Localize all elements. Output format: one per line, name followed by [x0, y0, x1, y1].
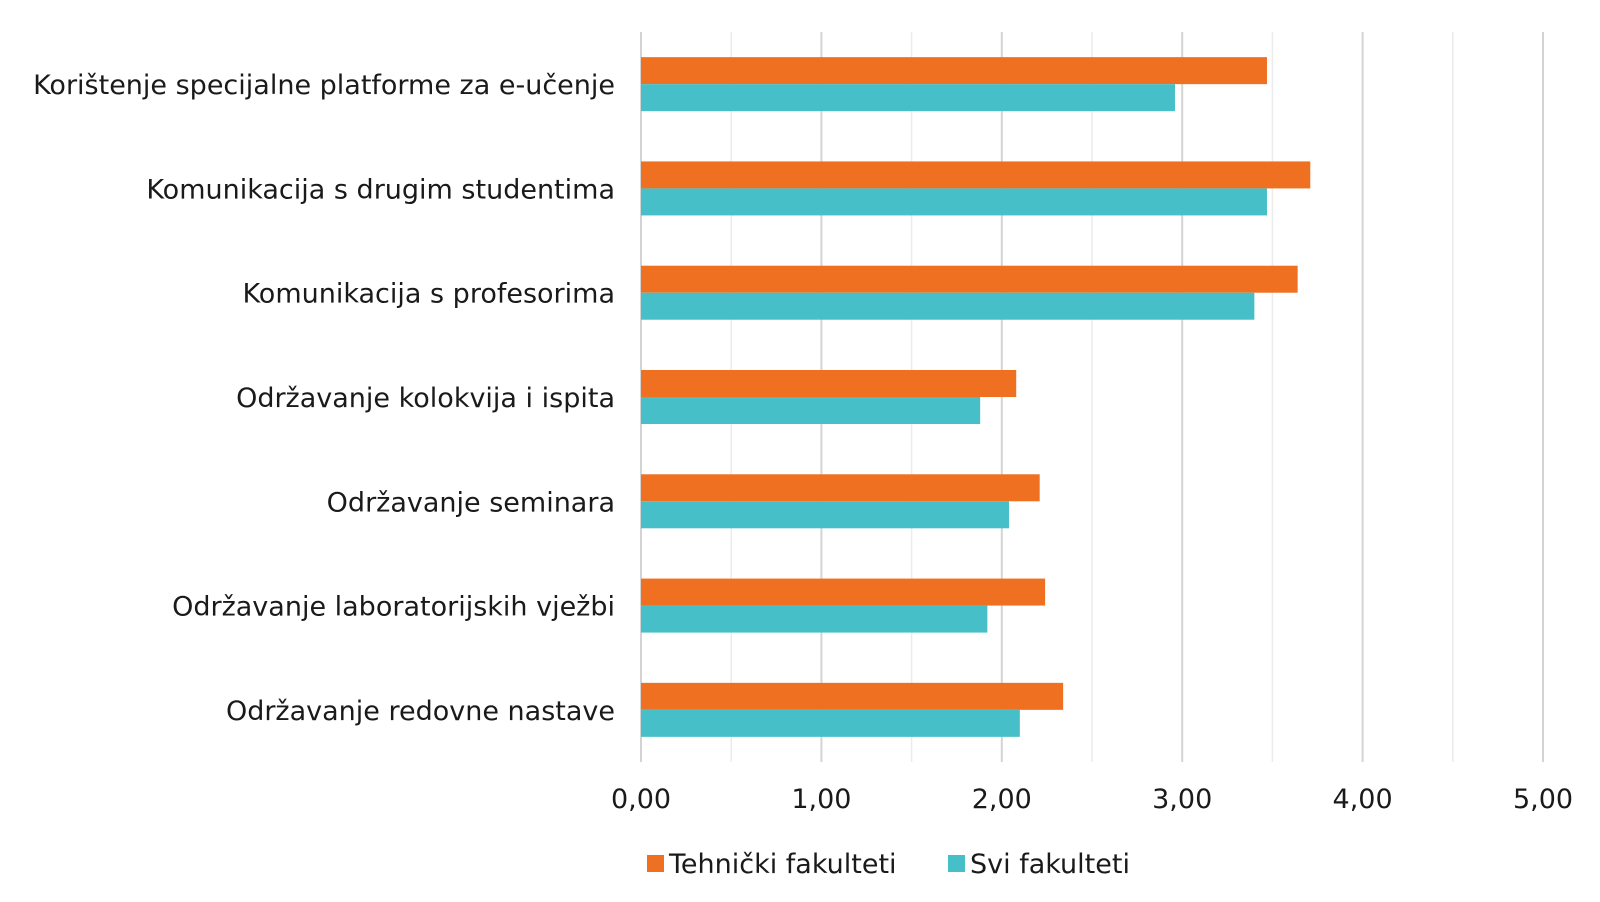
category-label: Održavanje redovne nastave — [226, 696, 615, 727]
legend-item-svi: Svi fakulteti — [970, 849, 1130, 880]
bar-tehnicki-4 — [641, 474, 1040, 502]
x-tick-label: 3,00 — [1152, 784, 1212, 815]
bar-svi-2 — [641, 292, 1255, 320]
category-label: Korištenje specijalne platforme za e-uče… — [33, 70, 615, 101]
x-tick-label: 5,00 — [1513, 784, 1573, 815]
bar-tehnicki-2 — [641, 265, 1298, 293]
category-label: Komunikacija s drugim studentima — [146, 174, 615, 205]
legend-swatch — [948, 855, 965, 872]
x-tick-label: 2,00 — [972, 784, 1032, 815]
legend: Tehnički fakulteti Svi fakulteti — [647, 849, 1130, 880]
x-tick-label: 1,00 — [791, 784, 851, 815]
bar-svi-3 — [641, 397, 981, 424]
x-tick-label: 0,00 — [611, 784, 671, 815]
category-labels: Korištenje specijalne platforme za e-uče… — [33, 70, 615, 727]
legend-swatch — [647, 855, 664, 872]
bar-tehnicki-5 — [641, 578, 1046, 606]
bar-svi-0 — [641, 84, 1175, 112]
bar-svi-5 — [641, 605, 988, 633]
bar-svi-1 — [641, 188, 1267, 216]
category-label: Održavanje seminara — [327, 487, 615, 518]
bar-svi-6 — [641, 709, 1020, 737]
bar-layer — [641, 57, 1311, 737]
bar-svi-4 — [641, 501, 1010, 529]
x-tick-label: 4,00 — [1333, 784, 1393, 815]
bar-tehnicki-6 — [641, 682, 1064, 710]
bar-tehnicki-3 — [641, 370, 1017, 397]
category-label: Održavanje laboratorijskih vježbi — [172, 592, 615, 623]
bar-tehnicki-1 — [641, 161, 1311, 189]
category-label: Komunikacija s profesorima — [242, 279, 615, 310]
category-label: Održavanje kolokvija i ispita — [236, 383, 615, 414]
legend-item-tehnicki: Tehnički fakulteti — [668, 849, 897, 880]
x-tick-labels: 0,00 1,00 2,00 3,00 4,00 5,00 — [611, 784, 1573, 815]
bar-tehnicki-0 — [641, 57, 1267, 85]
